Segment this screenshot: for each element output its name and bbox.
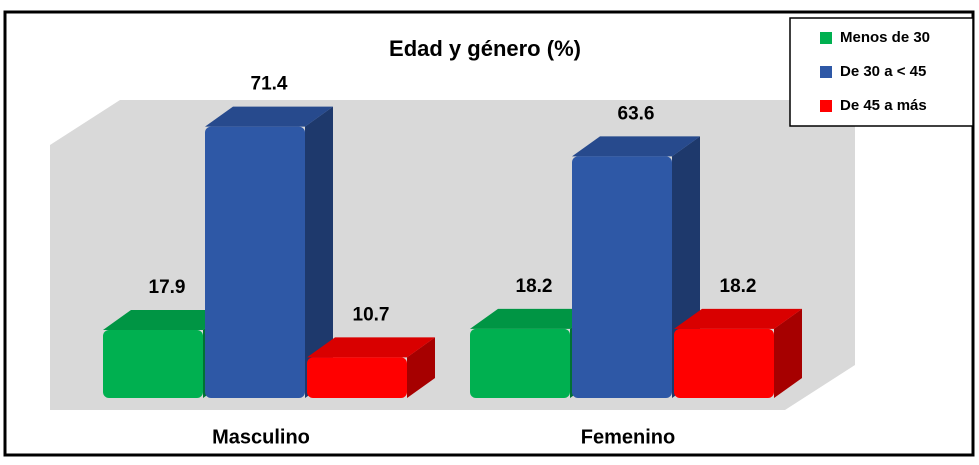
legend-swatch: [820, 100, 832, 112]
value-label: 63.6: [618, 103, 655, 124]
legend-label: De 30 a < 45: [840, 63, 926, 80]
bar-top-shade: [205, 106, 333, 127]
x-tick-label: Femenino: [581, 426, 675, 448]
value-label: 10.7: [353, 304, 390, 325]
legend-label: Menos de 30: [840, 29, 930, 46]
bar-top-shade: [307, 337, 435, 358]
bar-top: [470, 308, 598, 329]
value-label: 18.2: [516, 276, 553, 297]
value-label: 18.2: [720, 276, 757, 297]
bar: [103, 329, 203, 398]
bar-top: [572, 136, 700, 157]
bar-top: [674, 308, 802, 329]
bar-top: [205, 106, 333, 127]
bar-side: [774, 308, 802, 398]
bar-top-shade: [572, 136, 700, 157]
bar-side: [305, 106, 333, 399]
bar: [470, 328, 570, 398]
legend-label: De 45 a más: [840, 97, 927, 114]
bar-side-shade: [774, 308, 802, 398]
x-tick-label: Masculino: [212, 426, 310, 448]
value-label: 71.4: [251, 74, 288, 95]
bar: [205, 126, 305, 399]
bar-side-shade: [305, 106, 333, 399]
bar-top-shade: [103, 309, 231, 330]
chart-title: Edad y género (%): [389, 36, 581, 61]
bar-top-shade: [470, 308, 598, 329]
bar: [307, 357, 407, 398]
bar: [674, 328, 774, 398]
legend-swatch: [820, 66, 832, 78]
bar-side-shade: [407, 337, 435, 398]
bar-top: [103, 309, 231, 330]
bar: [572, 156, 672, 398]
bar-top-shade: [674, 308, 802, 329]
bar-top: [307, 337, 435, 358]
legend-swatch: [820, 32, 832, 44]
value-label: 17.9: [149, 277, 186, 298]
bar-side: [407, 337, 435, 398]
